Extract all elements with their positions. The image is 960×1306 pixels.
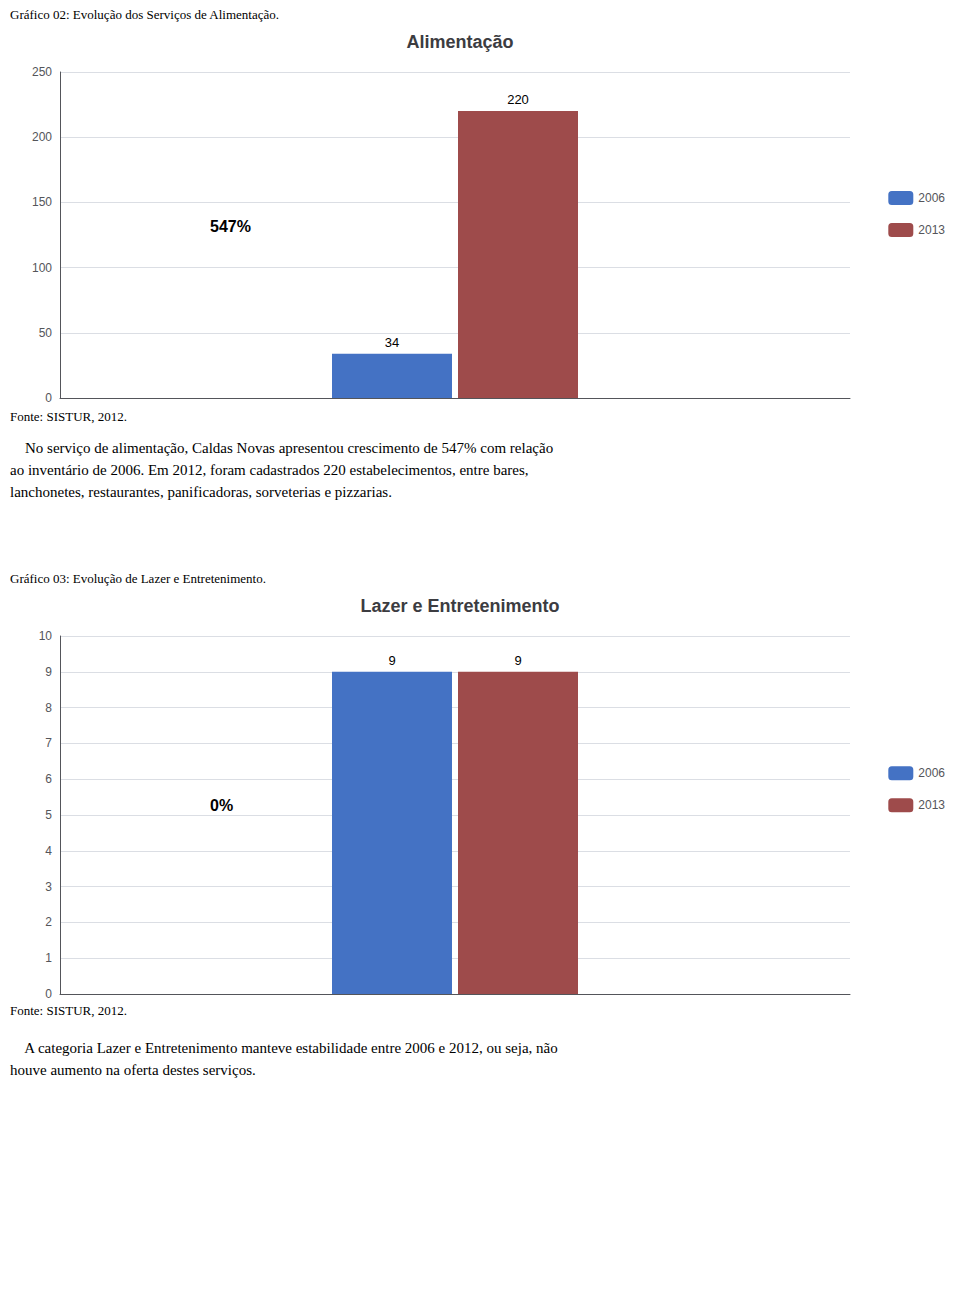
- svg-text:2006: 2006: [918, 766, 945, 780]
- svg-text:A categoria Lazer e Entretenim: A categoria Lazer e Entretenimento mante…: [10, 1040, 558, 1056]
- svg-text:9: 9: [514, 653, 521, 668]
- svg-text:8: 8: [45, 701, 52, 715]
- svg-text:Fonte: SISTUR, 2012.: Fonte: SISTUR, 2012.: [10, 1003, 127, 1018]
- svg-text:10: 10: [39, 629, 53, 643]
- svg-text:0: 0: [45, 391, 52, 405]
- svg-text:5: 5: [45, 808, 52, 822]
- svg-text:Fonte: SISTUR, 2012.: Fonte: SISTUR, 2012.: [10, 409, 127, 424]
- svg-text:220: 220: [507, 92, 529, 107]
- svg-text:9: 9: [388, 653, 395, 668]
- svg-text:2013: 2013: [918, 223, 945, 237]
- svg-text:0: 0: [45, 987, 52, 1001]
- svg-text:1: 1: [45, 951, 52, 965]
- svg-text:0%: 0%: [210, 797, 233, 814]
- svg-text:100: 100: [32, 261, 52, 275]
- svg-text:50: 50: [39, 326, 53, 340]
- svg-text:9: 9: [45, 665, 52, 679]
- svg-text:3: 3: [45, 880, 52, 894]
- svg-text:250: 250: [32, 65, 52, 79]
- svg-text:547%: 547%: [210, 218, 251, 235]
- svg-text:ao inventário de 2006. Em 2012: ao inventário de 2006. Em 2012, foram ca…: [10, 462, 529, 478]
- svg-text:2: 2: [45, 915, 52, 929]
- svg-text:2013: 2013: [918, 798, 945, 812]
- svg-text:No serviço de alimentação, Cal: No serviço de alimentação, Caldas Novas …: [10, 440, 553, 456]
- svg-text:Lazer e Entretenimento: Lazer e Entretenimento: [360, 596, 559, 616]
- svg-text:houve aumento na oferta destes: houve aumento na oferta destes serviços.: [10, 1062, 256, 1078]
- svg-text:4: 4: [45, 844, 52, 858]
- svg-text:lanchonetes, restaurantes, pan: lanchonetes, restaurantes, panificadoras…: [10, 484, 392, 500]
- svg-text:200: 200: [32, 130, 52, 144]
- svg-text:Gráfico 02: Evolução dos Servi: Gráfico 02: Evolução dos Serviços de Ali…: [10, 7, 279, 22]
- svg-text:Alimentação: Alimentação: [406, 32, 513, 52]
- svg-text:6: 6: [45, 772, 52, 786]
- svg-text:34: 34: [385, 335, 399, 350]
- svg-text:150: 150: [32, 195, 52, 209]
- svg-text:Gráfico 03: Evolução de Lazer: Gráfico 03: Evolução de Lazer e Entreten…: [10, 571, 266, 586]
- svg-text:7: 7: [45, 736, 52, 750]
- svg-text:2006: 2006: [918, 191, 945, 205]
